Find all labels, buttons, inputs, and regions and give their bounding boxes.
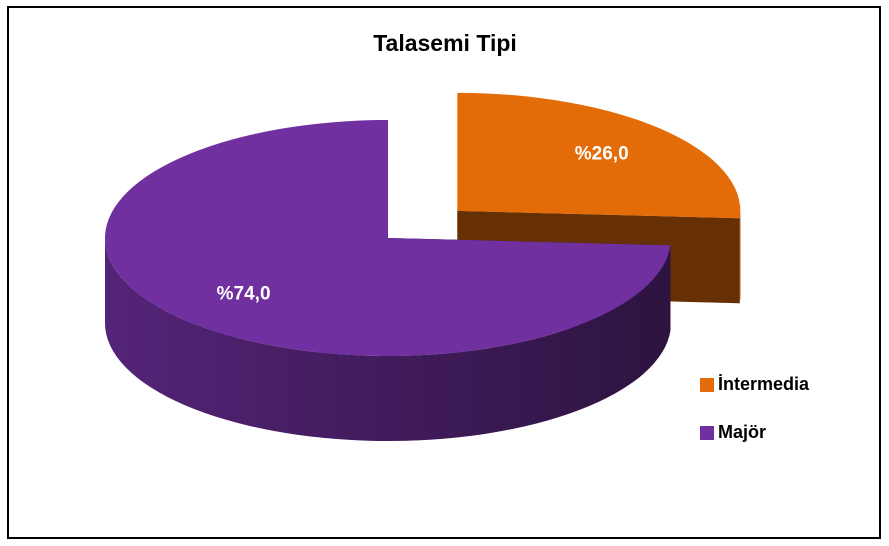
slice-wall-shade	[105, 238, 671, 441]
legend-swatch	[700, 378, 714, 392]
value-label: %26,0	[575, 143, 629, 164]
legend-swatch	[700, 426, 714, 440]
legend-label: İntermedia	[718, 374, 810, 394]
slice	[105, 120, 671, 356]
value-label: %74,0	[217, 284, 271, 305]
legend-label: Majör	[718, 422, 766, 442]
chart-title: Talasemi Tipi	[373, 30, 517, 56]
slice-wall-shade	[739, 210, 741, 304]
slice	[457, 92, 741, 219]
